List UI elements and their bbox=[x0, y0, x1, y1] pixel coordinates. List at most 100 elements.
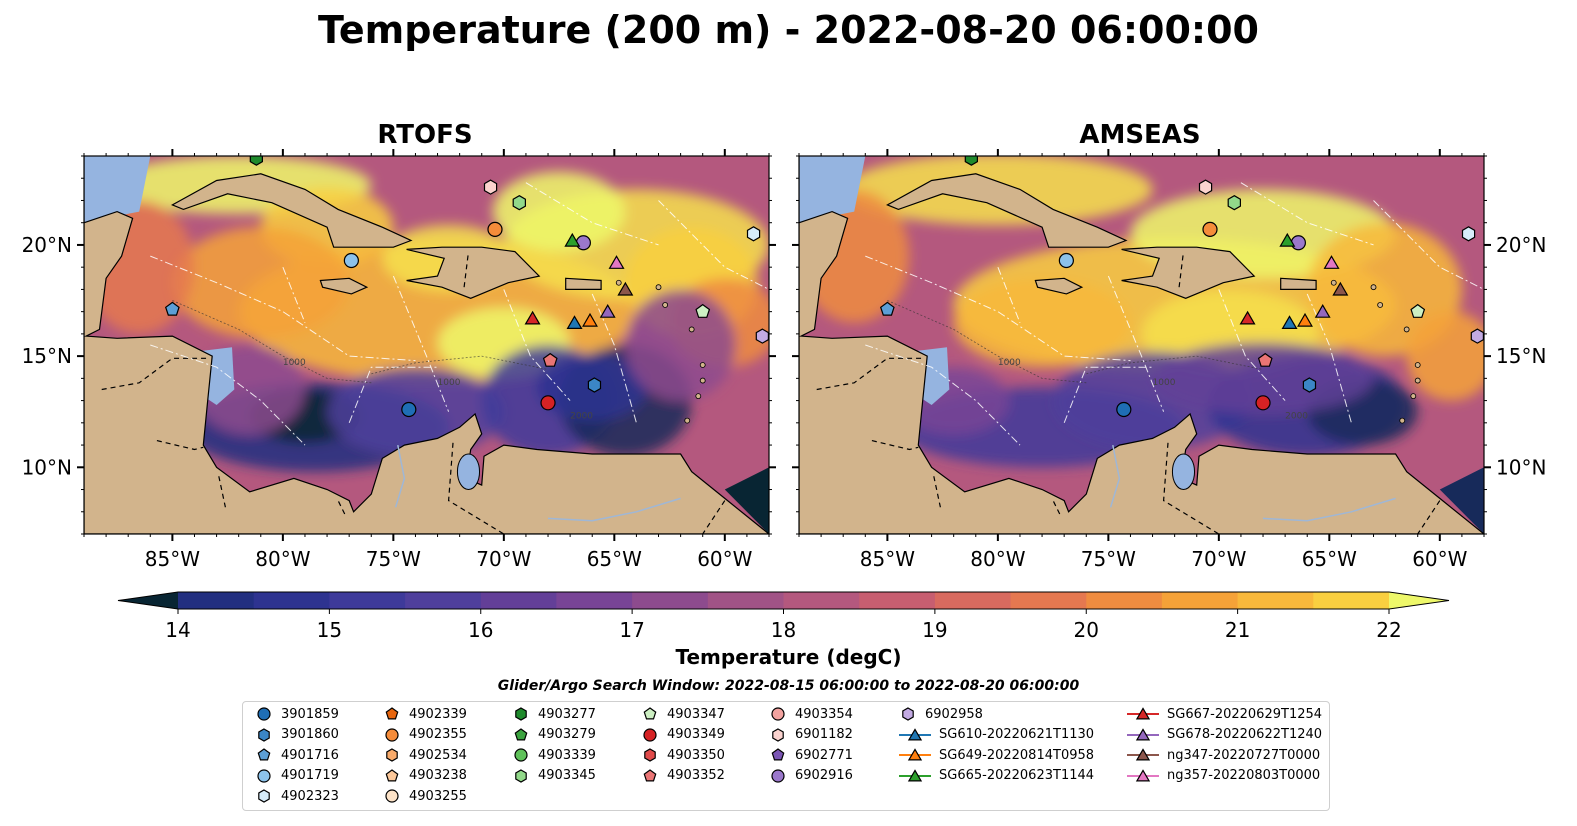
lon-tick-label: 75°W bbox=[366, 547, 421, 571]
legend-marker bbox=[1127, 768, 1159, 781]
legend-item: 4902323 bbox=[253, 786, 339, 806]
colorbar-tick-label: 21 bbox=[1225, 618, 1250, 642]
legend-label: 6902958 bbox=[925, 706, 983, 722]
legend-item: 6902771 bbox=[767, 745, 853, 765]
country-border bbox=[702, 500, 726, 534]
legend-item: 4902534 bbox=[381, 745, 467, 765]
river bbox=[1109, 444, 1121, 508]
legend-item: 4903255 bbox=[381, 786, 467, 806]
legend-symbol bbox=[515, 707, 527, 721]
land-jamaica bbox=[1034, 277, 1084, 295]
legend-label: 4903339 bbox=[538, 747, 596, 763]
legend-label: 4902323 bbox=[281, 788, 339, 804]
legend-item: 4903350 bbox=[639, 745, 725, 765]
lon-tick-label: 60°W bbox=[1412, 547, 1467, 571]
observation-marker bbox=[1461, 226, 1476, 242]
observation-marker bbox=[1470, 328, 1484, 344]
gulf-water bbox=[84, 156, 151, 228]
legend-label: 6902771 bbox=[795, 747, 853, 763]
legend-symbol bbox=[771, 768, 785, 783]
contour-label: 1000 bbox=[1153, 378, 1176, 388]
island bbox=[615, 279, 622, 286]
lat-tick-label: 20°N bbox=[22, 233, 72, 257]
legend-symbol bbox=[1135, 768, 1151, 781]
legend-symbol bbox=[772, 727, 784, 742]
observation-marker bbox=[1255, 395, 1271, 411]
country-border bbox=[463, 251, 470, 288]
legend-marker bbox=[899, 768, 931, 781]
legend-marker bbox=[515, 707, 527, 721]
legend-item: ng347-20220727T0000 bbox=[1125, 745, 1320, 765]
legend-item: 3901860 bbox=[253, 725, 339, 745]
legend-marker bbox=[258, 727, 270, 742]
land-puerto-rico bbox=[565, 277, 602, 290]
legend-marker bbox=[257, 768, 271, 783]
island bbox=[695, 393, 702, 400]
island bbox=[1414, 377, 1421, 384]
eez-boundary bbox=[525, 182, 659, 246]
observation-marker bbox=[564, 232, 581, 247]
colorbar-bin bbox=[1313, 592, 1390, 609]
legend-symbol bbox=[643, 768, 657, 781]
legend-label: SG667-20220629T1254 bbox=[1167, 706, 1323, 722]
observation-marker bbox=[582, 312, 598, 327]
country-border bbox=[1162, 442, 1220, 534]
atlantic-water bbox=[724, 467, 769, 534]
observation-marker bbox=[1410, 303, 1426, 318]
observation-marker bbox=[575, 235, 591, 251]
legend-item: SG610-20220621T1130 bbox=[897, 725, 1094, 745]
legend-item: SG649-20220814T0958 bbox=[897, 745, 1094, 765]
depth-contour bbox=[1086, 355, 1264, 375]
gulf-water bbox=[799, 156, 866, 228]
legend-marker bbox=[385, 707, 399, 720]
legend-marker bbox=[643, 707, 657, 720]
observation-marker bbox=[1058, 252, 1074, 269]
legend-item: 4902355 bbox=[381, 725, 467, 745]
legend-marker bbox=[899, 748, 931, 761]
country-border bbox=[871, 440, 919, 451]
observation-marker bbox=[1332, 281, 1349, 296]
observation-marker bbox=[755, 328, 769, 344]
lon-tick-label: 85°W bbox=[860, 547, 915, 571]
observation-marker bbox=[1323, 255, 1340, 269]
colorbar-tick-label: 19 bbox=[922, 618, 947, 642]
eez-boundary bbox=[150, 344, 306, 446]
legend-symbol bbox=[385, 789, 399, 803]
legend-marker bbox=[386, 748, 398, 762]
colorbar-tick-label: 16 bbox=[468, 618, 493, 642]
legend-marker bbox=[771, 707, 785, 721]
colorbar-bin bbox=[707, 592, 785, 609]
colorbar-bin bbox=[253, 592, 330, 609]
legend-marker bbox=[515, 768, 527, 783]
legend-item: 4903354 bbox=[767, 704, 853, 724]
eez-boundary bbox=[150, 255, 416, 362]
legend-item: 4903349 bbox=[639, 725, 725, 745]
observation-marker bbox=[1302, 377, 1317, 393]
island bbox=[1370, 284, 1377, 291]
legend-item: SG678-20220622T1240 bbox=[1125, 725, 1322, 745]
legend-marker bbox=[385, 727, 399, 742]
depth-contour bbox=[371, 355, 549, 375]
contour-label: 1000 bbox=[998, 358, 1021, 368]
lon-tick-label: 65°W bbox=[587, 547, 642, 571]
observation-marker bbox=[487, 221, 503, 237]
eez-boundary bbox=[503, 289, 571, 401]
observation-marker bbox=[1116, 401, 1132, 418]
colorbar-bin bbox=[556, 592, 633, 609]
legend-item: 6902916 bbox=[767, 766, 853, 786]
legend-item: 4902339 bbox=[381, 704, 467, 724]
map-frame bbox=[798, 155, 1485, 535]
observation-marker bbox=[879, 301, 895, 316]
island bbox=[1377, 302, 1384, 308]
legend-item: 4903277 bbox=[510, 704, 596, 724]
legend-marker bbox=[258, 789, 270, 803]
colorbar-bin bbox=[934, 592, 1012, 609]
eez-boundary bbox=[997, 267, 1021, 323]
colorbar: 14 15 16 17 18 19 20 21 22 bbox=[117, 591, 1450, 642]
observation-marker bbox=[1297, 312, 1313, 327]
observation-marker bbox=[164, 301, 180, 316]
observation-marker bbox=[1314, 303, 1331, 318]
legend-item: 4903352 bbox=[639, 766, 725, 786]
eez-boundary bbox=[282, 267, 306, 323]
